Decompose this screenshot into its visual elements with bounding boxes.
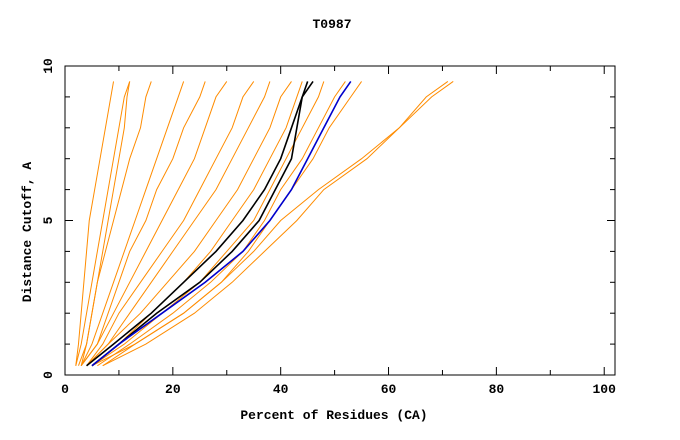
y-tick-label: 5 <box>41 216 56 224</box>
x-tick-label: 0 <box>61 382 69 397</box>
series-line <box>91 81 309 367</box>
series-line <box>80 81 185 366</box>
series-line <box>91 81 325 367</box>
series-line <box>86 80 314 367</box>
series-line <box>86 81 292 367</box>
x-tick-label: 100 <box>593 382 617 397</box>
x-tick-label: 20 <box>165 382 181 397</box>
series-line <box>80 81 206 367</box>
series-line <box>75 81 131 366</box>
series-line <box>91 81 454 367</box>
x-tick-label: 80 <box>489 382 505 397</box>
series-line <box>75 81 115 366</box>
series-line <box>78 81 152 366</box>
x-tick-label: 60 <box>381 382 397 397</box>
series-line <box>80 81 228 367</box>
y-tick-label: 0 <box>41 371 56 379</box>
series-line <box>102 81 449 367</box>
series-line <box>86 81 271 367</box>
series-line <box>91 81 303 367</box>
series-line <box>97 81 346 367</box>
plot-area <box>75 80 454 367</box>
series-line <box>86 81 255 367</box>
chart-title: T0987 <box>312 17 351 32</box>
series-line <box>91 80 352 367</box>
y-axis-label: Distance Cutoff, A <box>20 162 35 303</box>
y-tick-label: 10 <box>41 58 56 74</box>
x-tick-label: 40 <box>273 382 289 397</box>
x-axis-label: Percent of Residues (CA) <box>240 408 427 423</box>
